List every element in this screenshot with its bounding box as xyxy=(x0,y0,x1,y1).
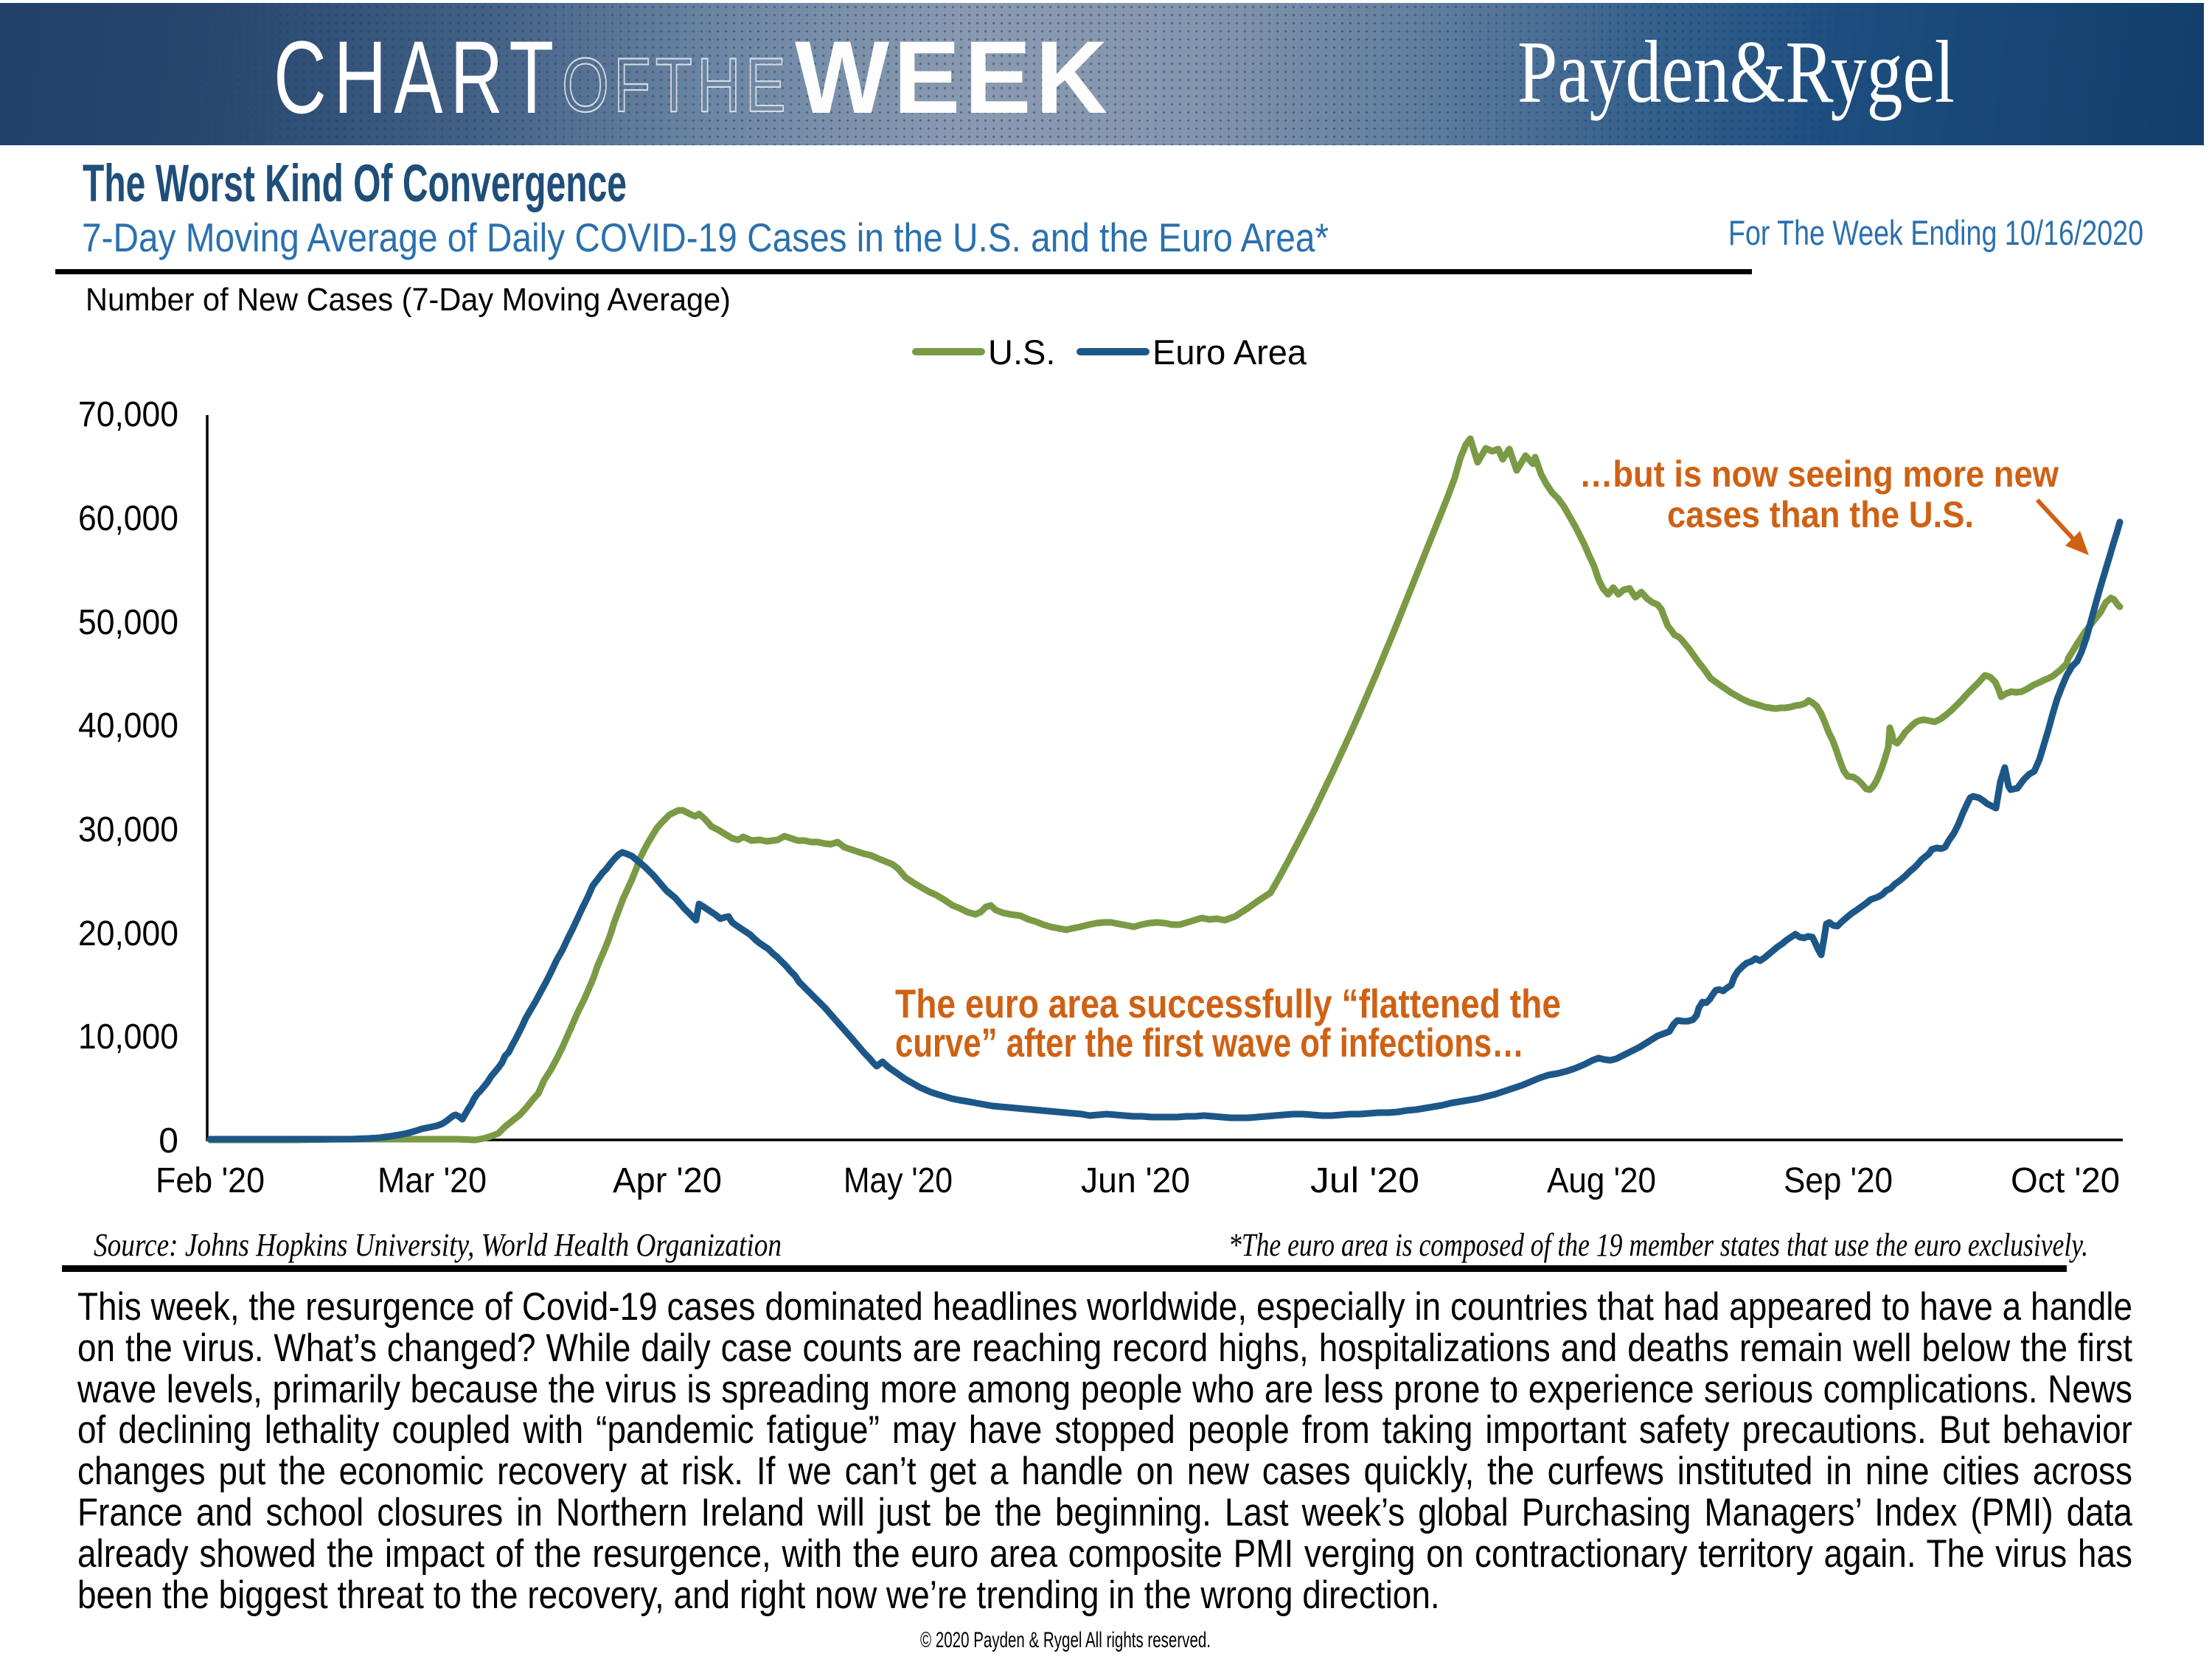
svg-text:7-Day Moving Average of Daily: 7-Day Moving Average of Daily COVID-19 C… xyxy=(82,215,1329,260)
svg-text:The euro area successfully “fl: The euro area successfully “flattened th… xyxy=(895,981,1561,1026)
svg-text:curve” after the first wave of: curve” after the first wave of infection… xyxy=(895,1020,1524,1065)
svg-text:…but is now seeing more new: …but is now seeing more new xyxy=(1579,453,2059,495)
svg-text:Euro Area: Euro Area xyxy=(1152,333,1307,372)
svg-text:Number of New Cases (7-Day Mov: Number of New Cases (7-Day Moving Averag… xyxy=(86,282,731,318)
svg-text:Oct '20: Oct '20 xyxy=(2011,1161,2120,1200)
svg-text:May '20: May '20 xyxy=(844,1161,953,1200)
svg-text:20,000: 20,000 xyxy=(78,914,178,953)
svg-text:0: 0 xyxy=(159,1121,178,1161)
svg-text:U.S.: U.S. xyxy=(988,333,1055,372)
svg-text:Source: Johns Hopkins Universi: Source: Johns Hopkins University, World … xyxy=(94,1227,782,1263)
svg-text:For The Week Ending 10/16/2020: For The Week Ending 10/16/2020 xyxy=(1728,213,2143,252)
svg-text:Jun '20: Jun '20 xyxy=(1081,1161,1190,1200)
svg-text:70,000: 70,000 xyxy=(78,395,178,434)
svg-text:Sep '20: Sep '20 xyxy=(1784,1161,1893,1200)
svg-text:The Worst Kind Of Convergence: The Worst Kind Of Convergence xyxy=(83,155,627,213)
svg-text:Jul '20: Jul '20 xyxy=(1310,1161,1419,1200)
svg-text:WEEK: WEEK xyxy=(795,19,1112,135)
svg-text:OFTHE: OFTHE xyxy=(562,43,790,128)
svg-text:cases than the U.S.: cases than the U.S. xyxy=(1667,494,1974,535)
svg-text:Feb '20: Feb '20 xyxy=(156,1161,265,1200)
svg-text:© 2020 Payden & Rygel All righ: © 2020 Payden & Rygel All rights reserve… xyxy=(920,1628,1211,1652)
svg-text:*The euro area is composed of: *The euro area is composed of the 19 mem… xyxy=(1228,1227,2088,1263)
svg-text:Aug '20: Aug '20 xyxy=(1547,1161,1656,1200)
svg-text:40,000: 40,000 xyxy=(78,706,178,745)
svg-text:50,000: 50,000 xyxy=(78,603,178,642)
svg-text:30,000: 30,000 xyxy=(78,810,178,849)
svg-text:Payden&Rygel: Payden&Rygel xyxy=(1517,23,1955,122)
svg-text:Apr '20: Apr '20 xyxy=(613,1161,722,1200)
svg-text:CHART: CHART xyxy=(274,19,561,135)
svg-text:10,000: 10,000 xyxy=(78,1018,178,1057)
svg-text:Mar '20: Mar '20 xyxy=(378,1161,487,1200)
svg-text:60,000: 60,000 xyxy=(78,499,178,538)
